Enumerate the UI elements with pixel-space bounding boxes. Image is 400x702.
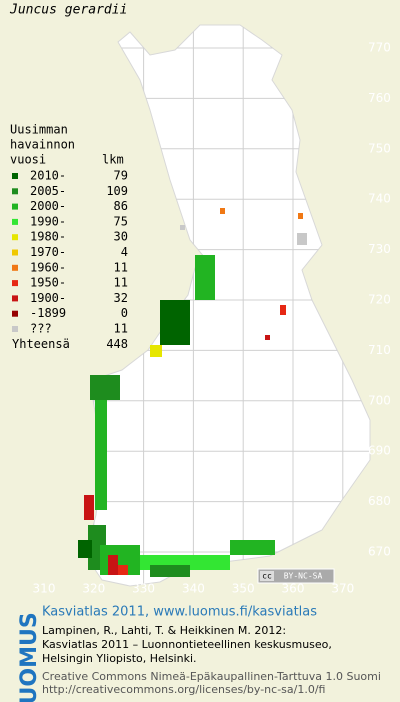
legend-label: 1960- — [30, 260, 66, 274]
legend-swatch — [12, 173, 18, 179]
count-header: lkm — [102, 153, 124, 167]
legend-count: 4 — [121, 245, 128, 259]
legend-count: 11 — [114, 260, 128, 274]
badge-text: BY-NC-SA — [284, 572, 323, 581]
legend-swatch — [12, 295, 18, 302]
citation-line: Lampinen, R., Lahti, T. & Heikkinen M. 2… — [42, 624, 286, 637]
legend-label: 2000- — [30, 199, 66, 213]
legend-header: havainnon — [10, 138, 75, 152]
legend-count: 11 — [114, 276, 128, 290]
logo: LUOMUS — [17, 612, 42, 702]
legend-label: ??? — [30, 322, 52, 336]
license-line: Creative Commons Nimeä-Epäkaupallinen-Ta… — [42, 670, 381, 683]
atlas-link[interactable]: Kasviatlas 2011, www.luomus.fi/kasviatla… — [42, 605, 317, 620]
easting-label: 360 — [282, 582, 305, 596]
legend-label: 1980- — [30, 230, 66, 244]
citation-line: Kasviatlas 2011 – Luonnontieteellinen ke… — [42, 638, 332, 651]
easting-label: 310 — [33, 582, 56, 596]
northing-label: 700 — [368, 393, 391, 407]
easting-label: 370 — [331, 582, 354, 596]
legend-count: 30 — [114, 230, 128, 244]
easting-label: 350 — [232, 582, 255, 596]
legend-label: 1950- — [30, 276, 66, 290]
legend-swatch — [12, 188, 18, 195]
legend-count: 109 — [106, 184, 128, 198]
legend-swatch — [12, 218, 18, 225]
easting-label: 330 — [132, 582, 155, 596]
northing-label: 730 — [368, 242, 391, 256]
easting-label: 340 — [182, 582, 205, 596]
legend-swatch — [12, 280, 18, 287]
northing-label: 670 — [368, 545, 391, 559]
legend-swatch — [12, 310, 18, 317]
legend-count: 32 — [114, 291, 128, 305]
legend-swatch — [12, 264, 18, 271]
northing-label: 720 — [368, 293, 391, 307]
legend-label: 2005- — [30, 184, 66, 198]
legend-header: vuosi — [10, 153, 46, 167]
total-label: Yhteensä — [12, 337, 70, 351]
cc-mark: cc — [262, 572, 272, 581]
northing-label: 710 — [368, 343, 391, 357]
legend-swatch — [12, 326, 18, 332]
legend-label: 1970- — [30, 245, 66, 259]
legend-label: 2010- — [30, 169, 66, 183]
legend-swatch — [12, 234, 18, 241]
legend-swatch — [12, 249, 18, 256]
footer: Lampinen, R., Lahti, T. & Heikkinen M. 2… — [42, 624, 381, 696]
legend-count: 0 — [121, 306, 128, 320]
legend-count: 75 — [114, 214, 128, 228]
legend-count: 11 — [114, 322, 128, 336]
legend-header: Uusimman — [10, 123, 68, 137]
legend-count: 79 — [114, 169, 128, 183]
northing-label: 760 — [368, 91, 391, 105]
legend-swatch — [12, 203, 18, 210]
observations — [78, 208, 307, 577]
legend-label: 1990- — [30, 214, 66, 228]
total-count: 448 — [106, 337, 128, 351]
legend-label: -1899 — [30, 306, 66, 320]
license-badge: cc BY-NC-SA — [257, 568, 335, 584]
northing-label: 690 — [368, 444, 391, 458]
legend-label: 1900- — [30, 291, 66, 305]
northing-label: 680 — [368, 494, 391, 508]
legend-count: 86 — [114, 199, 128, 213]
northing-label: 770 — [368, 41, 391, 55]
species-title: Juncus gerardii — [9, 3, 127, 18]
easting-label: 320 — [82, 582, 105, 596]
license-line: http://creativecommons.org/licenses/by-n… — [42, 683, 325, 696]
northing-label: 740 — [368, 192, 391, 206]
northing-label: 750 — [368, 141, 391, 155]
citation-line: Helsingin Yliopisto, Helsinki. — [42, 652, 197, 665]
